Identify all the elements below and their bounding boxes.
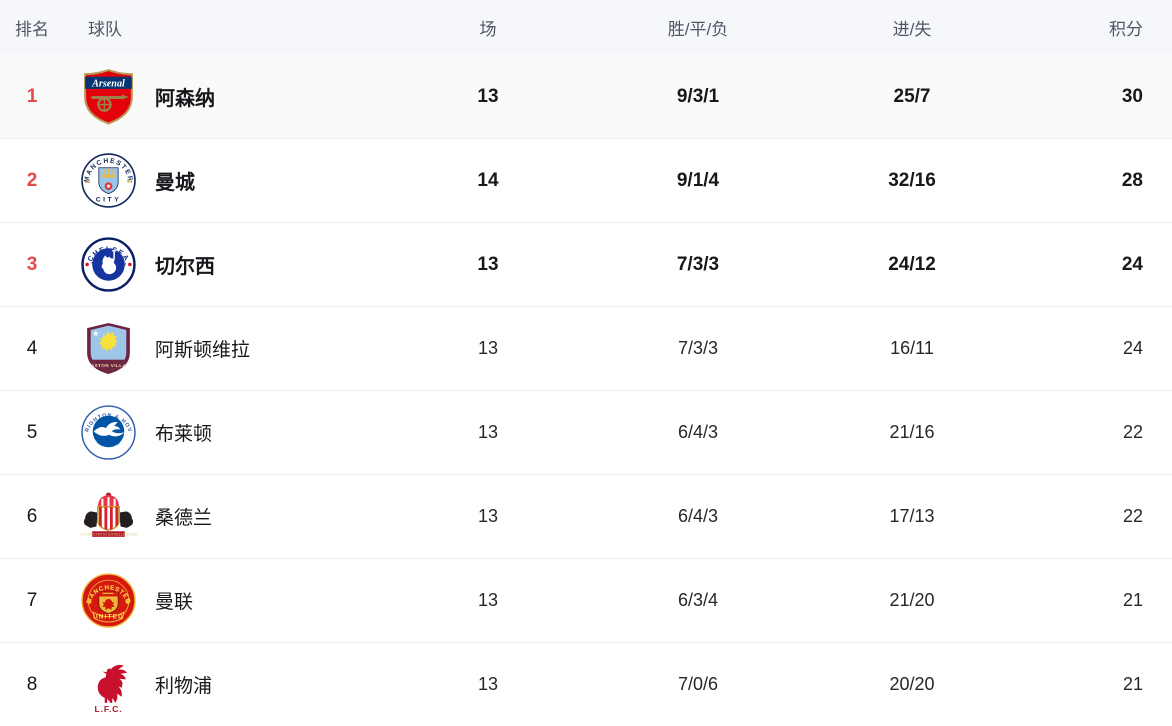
points-cell: 28 (1121, 169, 1143, 191)
col-header-team: 球队 (88, 19, 122, 39)
liverpool-logo: L.F.C. (80, 656, 137, 713)
table-row[interactable]: 5 BRIGHTON & HOVEALBION 布莱顿 13 6/4/3 21/… (0, 390, 1172, 474)
chelsea-crest-icon: CHELSEAFOOTBALL CLUB (81, 237, 136, 292)
table-row[interactable]: 4 ASTON VILLA 阿斯顿维拉 13 7/3/3 16/11 24 (0, 306, 1172, 390)
played-cell: 13 (477, 253, 499, 275)
played-cell: 13 (477, 674, 499, 694)
table-row[interactable]: 6 CONSECTATIO EXCELLENTIAE 桑德兰 13 6/4/3 … (0, 474, 1172, 558)
rank-number: 7 (26, 589, 38, 611)
man-city-logo: MANCHESTER CITY 18 94 (80, 152, 137, 209)
goals-cell: 24/12 (888, 253, 936, 275)
wdl-cell: 9/3/1 (676, 85, 720, 107)
col-header-goals: 进/失 (892, 19, 932, 39)
wdl-cell: 6/4/3 (677, 506, 719, 526)
points-cell: 21 (1122, 590, 1143, 610)
col-header-points: 积分 (1109, 19, 1143, 39)
wdl-cell: 7/0/6 (677, 674, 719, 694)
sunderland-crest-icon: CONSECTATIO EXCELLENTIAE (80, 492, 137, 537)
points-cell: 30 (1121, 85, 1143, 107)
table-row[interactable]: 8 L.F.C. 利物浦 13 7/0/6 20/20 21 (0, 642, 1172, 726)
team-name: 阿斯顿维拉 (155, 340, 251, 361)
played-cell: 13 (477, 590, 499, 610)
svg-text:L.F.C.: L.F.C. (95, 704, 123, 713)
team-cell: BRIGHTON & HOVEALBION 布莱顿 (52, 404, 420, 461)
chelsea-logo: CHELSEAFOOTBALL CLUB (80, 236, 137, 293)
rank-number: 8 (26, 673, 38, 695)
played-cell: 14 (477, 169, 499, 191)
points-cell: 24 (1122, 338, 1143, 358)
goals-cell: 25/7 (893, 85, 931, 107)
team-cell: L.F.C. 利物浦 (52, 656, 420, 713)
sunderland-logo: CONSECTATIO EXCELLENTIAE (80, 488, 137, 545)
team-cell: Arsenal 阿森纳 (52, 68, 420, 125)
rank-number: 1 (26, 85, 38, 107)
svg-text:18: 18 (85, 179, 91, 185)
man-united-logo: MANCHESTERUNITED (80, 572, 137, 629)
wdl-cell: 6/4/3 (677, 422, 719, 442)
team-name: 布莱顿 (155, 424, 213, 445)
table-row[interactable]: 3 CHELSEAFOOTBALL CLUB 切尔西 13 7/3/3 24/1… (0, 222, 1172, 306)
wdl-cell: 6/3/4 (677, 590, 719, 610)
team-name: 曼联 (155, 592, 194, 613)
liverpool-crest-icon: L.F.C. (95, 664, 128, 713)
table-row[interactable]: 2 MANCHESTER CITY 18 94 曼城 14 9/1/4 32/16 2… (0, 138, 1172, 222)
team-cell: CHELSEAFOOTBALL CLUB 切尔西 (52, 236, 420, 293)
team-name: 桑德兰 (155, 508, 213, 529)
brighton-crest-icon: BRIGHTON & HOVEALBION (80, 404, 136, 460)
table-body: 1 Arsenal 阿森纳 13 9/3/1 25/7 30 2 MANCHES… (0, 54, 1172, 726)
svg-text:Arsenal: Arsenal (91, 78, 125, 89)
table-row[interactable]: 1 Arsenal 阿森纳 13 9/3/1 25/7 30 (0, 54, 1172, 138)
arsenal-crest-icon: Arsenal (84, 68, 133, 125)
team-name: 切尔西 (155, 256, 215, 278)
played-cell: 13 (477, 85, 499, 107)
team-cell: MANCHESTER CITY 18 94 曼城 (52, 152, 420, 209)
team-cell: CONSECTATIO EXCELLENTIAE 桑德兰 (52, 488, 420, 545)
played-cell: 13 (477, 338, 499, 358)
played-cell: 13 (477, 422, 499, 442)
col-header-rank: 排名 (15, 19, 49, 39)
svg-text:UNITED: UNITED (93, 614, 124, 621)
played-cell: 13 (477, 506, 499, 526)
table-header-row: 排名 球队 场 胜/平/负 进/失 积分 (0, 0, 1172, 54)
rank-number: 3 (26, 253, 38, 275)
svg-text:ASTON VILLA: ASTON VILLA (91, 363, 127, 368)
points-cell: 22 (1122, 422, 1143, 442)
brighton-logo: BRIGHTON & HOVEALBION (80, 404, 137, 461)
col-header-played: 场 (479, 19, 497, 39)
arsenal-logo: Arsenal (80, 68, 137, 125)
col-header-wdl: 胜/平/负 (667, 19, 729, 39)
svg-text:94: 94 (127, 179, 133, 185)
points-cell: 22 (1122, 506, 1143, 526)
team-name: 利物浦 (155, 676, 213, 697)
team-name: 阿森纳 (155, 88, 215, 110)
goals-cell: 17/13 (889, 506, 935, 526)
goals-cell: 32/16 (888, 169, 936, 191)
svg-text:CONSECTATIO EXCELLENTIAE: CONSECTATIO EXCELLENTIAE (80, 532, 137, 536)
wdl-cell: 9/1/4 (676, 169, 720, 191)
goals-cell: 21/16 (889, 422, 935, 442)
team-cell: MANCHESTERUNITED 曼联 (52, 572, 420, 629)
goals-cell: 21/20 (889, 590, 935, 610)
wdl-cell: 7/3/3 (676, 253, 720, 275)
points-cell: 21 (1122, 674, 1143, 694)
rank-number: 4 (26, 337, 38, 359)
aston-villa-crest-icon: ASTON VILLA (87, 323, 130, 374)
points-cell: 24 (1121, 253, 1143, 275)
team-name: 曼城 (155, 172, 195, 194)
manchester-united-crest-icon: MANCHESTERUNITED (81, 573, 136, 628)
rank-number: 6 (26, 505, 38, 527)
aston-villa-logo: ASTON VILLA (80, 320, 137, 377)
svg-text:CITY: CITY (96, 196, 121, 203)
team-cell: ASTON VILLA 阿斯顿维拉 (52, 320, 420, 377)
rank-number: 5 (26, 421, 38, 443)
rank-number: 2 (26, 169, 38, 191)
wdl-cell: 7/3/3 (677, 338, 719, 358)
goals-cell: 16/11 (890, 338, 934, 358)
table-row[interactable]: 7 MANCHESTERUNITED 曼联 13 6/3/4 21/20 21 (0, 558, 1172, 642)
goals-cell: 20/20 (889, 674, 935, 694)
